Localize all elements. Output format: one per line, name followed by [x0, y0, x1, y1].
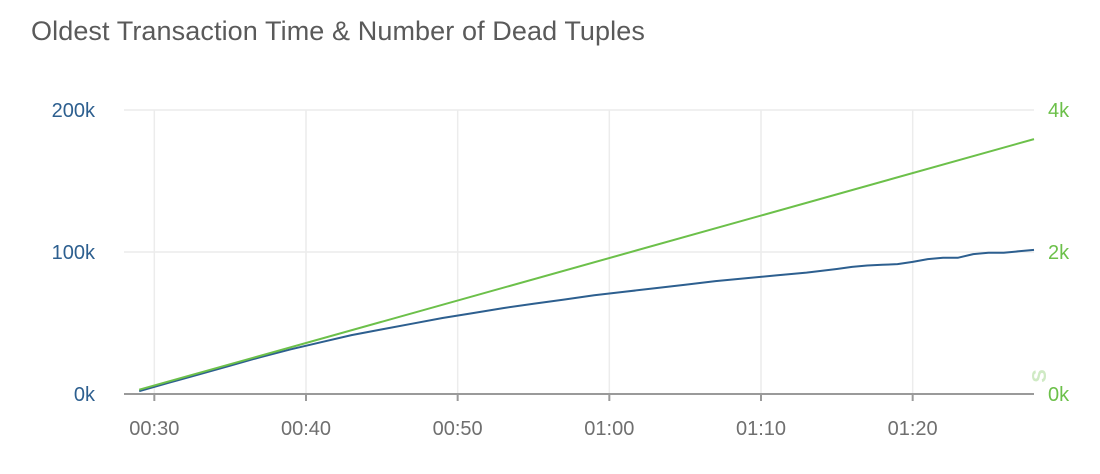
y-left-tick-label: 100k: [52, 242, 96, 264]
y-right-axis-label: S: [1029, 369, 1051, 382]
x-tick-label: 00:30: [129, 418, 179, 440]
x-tick-label: 01:00: [584, 418, 634, 440]
x-tick-label: 00:40: [281, 418, 331, 440]
x-tick-label: 01:20: [888, 418, 938, 440]
dead-tuples-line: [138, 138, 1035, 391]
y-left-tick-label: 0k: [74, 384, 96, 406]
y-right-tick-label: 0k: [1048, 384, 1070, 406]
y-right-tick-label: 2k: [1048, 242, 1070, 264]
chart-title: Oldest Transaction Time & Number of Dead…: [31, 16, 645, 46]
x-tick-label: 01:10: [736, 418, 786, 440]
x-tick-label: 00:50: [433, 418, 483, 440]
y-right-tick-label: 4k: [1048, 100, 1070, 122]
oldest-transaction-line: [138, 248, 1035, 393]
y-left-tick-label: 200k: [52, 100, 96, 122]
